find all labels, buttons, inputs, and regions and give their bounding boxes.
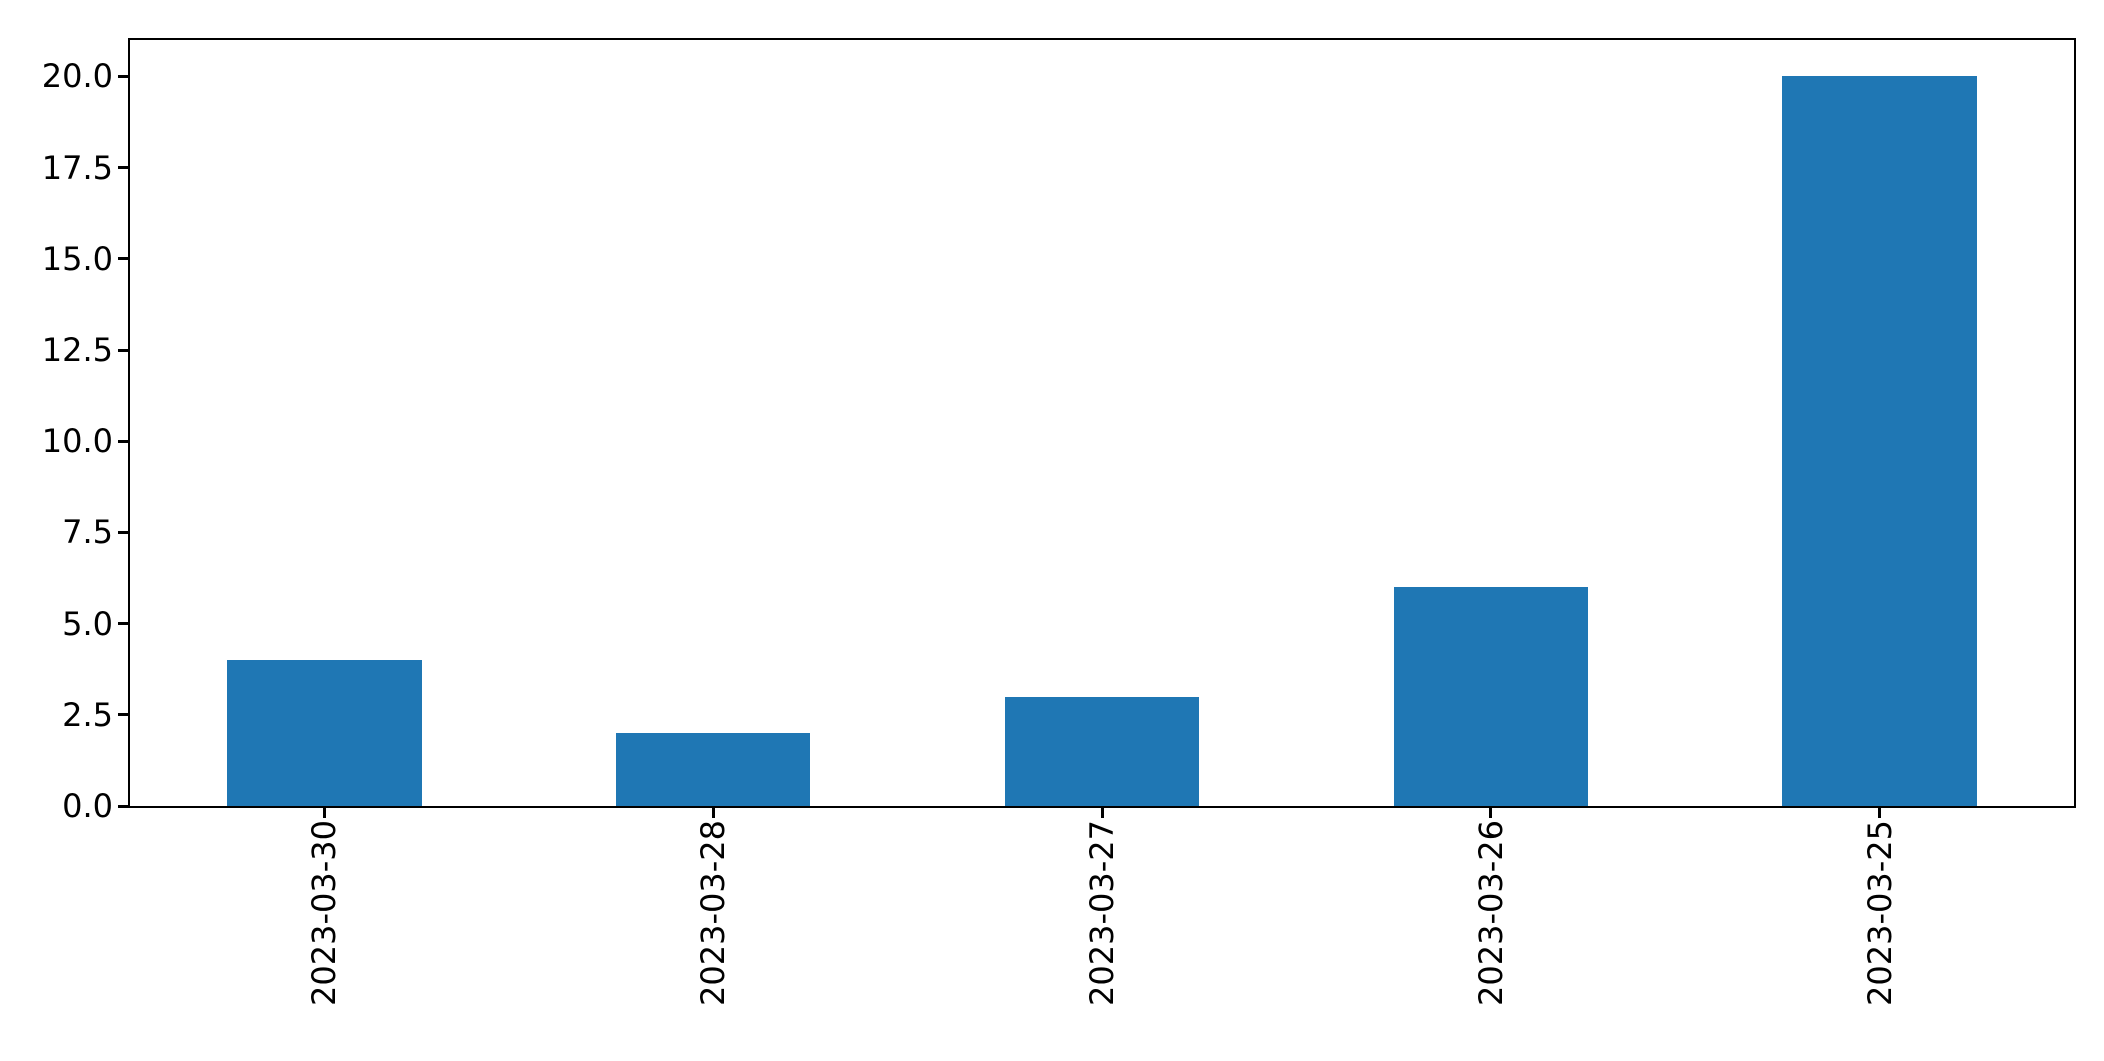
bar [1004,696,1200,806]
y-tick-mark [118,348,128,352]
x-tick-mark [1489,808,1493,818]
bar [1782,76,1977,806]
y-tick-label: 17.5 [41,148,113,187]
y-tick-label: 2.5 [62,695,113,734]
bar [616,733,811,806]
y-tick-label: 5.0 [62,604,113,643]
y-tick-mark [118,713,128,717]
y-tick-mark [118,530,128,534]
x-tick-label: 2023-03-30 [305,820,344,1006]
y-tick-label: 7.5 [62,513,113,552]
x-tick-label: 2023-03-27 [1083,820,1121,1006]
y-tick-mark [118,804,128,808]
x-tick-mark [322,808,326,818]
y-tick-mark [118,257,128,261]
bar [227,660,422,806]
x-tick-mark [1100,808,1104,818]
bar [1393,587,1588,806]
y-tick-label: 12.5 [41,331,113,370]
x-tick-label: 2023-03-28 [694,820,733,1006]
y-tick-label: 20.0 [41,57,113,96]
y-tick-mark [118,166,128,170]
x-tick-mark [711,808,715,818]
y-tick-label: 15.0 [41,239,113,278]
x-tick-label: 2023-03-26 [1471,820,1510,1006]
y-tick-mark [118,622,128,626]
y-tick-mark [118,74,128,78]
y-tick-mark [118,439,128,443]
x-tick-label: 2023-03-25 [1860,820,1899,1006]
x-tick-mark [1878,808,1882,818]
y-tick-label: 0.0 [62,787,113,825]
y-tick-label: 10.0 [41,422,113,461]
plot-area [128,38,2076,808]
